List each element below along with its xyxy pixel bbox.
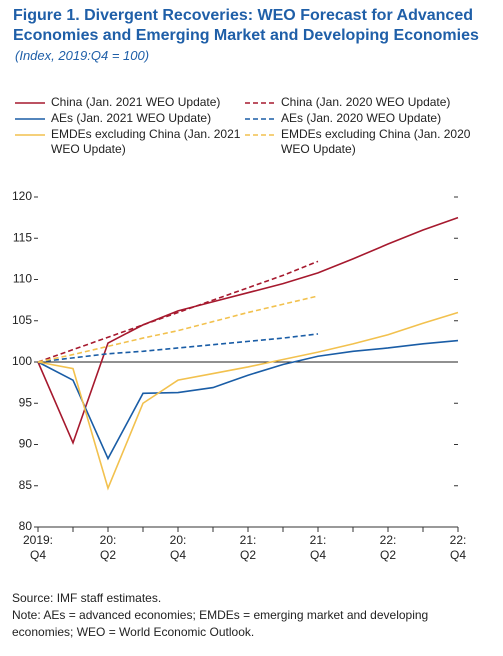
series-line [37, 260, 319, 363]
x-tick-label: 20: Q4 [170, 533, 187, 562]
series-line [37, 295, 319, 363]
chart: 80 85 90 95 100 105 110 115 120 2019: Q4 20: Q2 20: Q4… [12, 189, 467, 562]
series-line [37, 311, 459, 491]
y-tick-label: 90 [19, 437, 33, 451]
footnotes: Source: IMF staff estimates. Note: AEs =… [12, 590, 492, 641]
series-line [37, 339, 459, 461]
legend-swatch [15, 118, 45, 120]
legend-label: AEs (Jan. 2021 WEO Update) [51, 111, 212, 125]
y-tick-label: 85 [19, 478, 33, 492]
legend-item: EMDEs excluding China (Jan. 2021 WEO Upd… [15, 127, 245, 157]
legend-swatch [245, 102, 275, 104]
legend-item: AEs (Jan. 2020 WEO Update) [245, 111, 475, 126]
legend-swatch [15, 102, 45, 104]
series-line [37, 333, 319, 363]
y-tick-label: 100 [12, 354, 32, 368]
x-tick-label: 21: Q2 [240, 533, 257, 562]
note: Note: AEs = advanced economies; EMDEs = … [12, 608, 429, 639]
legend-label: AEs (Jan. 2020 WEO Update) [281, 111, 442, 125]
chart-subtitle: (Index, 2019:Q4 = 100) [15, 48, 150, 63]
legend: China (Jan. 2021 WEO Update) China (Jan. … [15, 95, 485, 157]
y-tick-label: 95 [19, 395, 33, 409]
legend-label: EMDEs excluding China (Jan. 2020 WEO Upd… [281, 127, 471, 156]
legend-swatch [245, 134, 275, 136]
x-tick-label: 2019: Q4 [23, 533, 53, 562]
y-tick-label: 105 [12, 313, 32, 327]
legend-item: EMDEs excluding China (Jan. 2020 WEO Upd… [245, 127, 475, 157]
x-tick-label: 22: Q2 [380, 533, 397, 562]
legend-item: AEs (Jan. 2021 WEO Update) [15, 111, 245, 126]
y-tick-label: 115 [13, 230, 32, 244]
source: Source: IMF staff estimates. [12, 591, 162, 605]
series-line [37, 216, 459, 446]
legend-swatch [15, 134, 45, 136]
legend-label: China (Jan. 2021 WEO Update) [51, 95, 221, 109]
legend-item: China (Jan. 2020 WEO Update) [245, 95, 475, 110]
legend-label: EMDEs excluding China (Jan. 2021 WEO Upd… [51, 127, 241, 156]
y-tick-label: 110 [13, 272, 32, 286]
legend-swatch [245, 118, 275, 120]
x-tick-label: 20: Q2 [100, 533, 117, 562]
legend-item: China (Jan. 2021 WEO Update) [15, 95, 245, 110]
legend-label: China (Jan. 2020 WEO Update) [281, 95, 451, 109]
x-tick-label: 21: Q4 [310, 533, 327, 562]
y-tick-label: 80 [19, 519, 33, 533]
x-tick-label: 22: Q4 [450, 533, 467, 562]
y-tick-label: 120 [12, 189, 32, 203]
chart-title: Figure 1. Divergent Recoveries: WEO Fore… [13, 7, 479, 44]
